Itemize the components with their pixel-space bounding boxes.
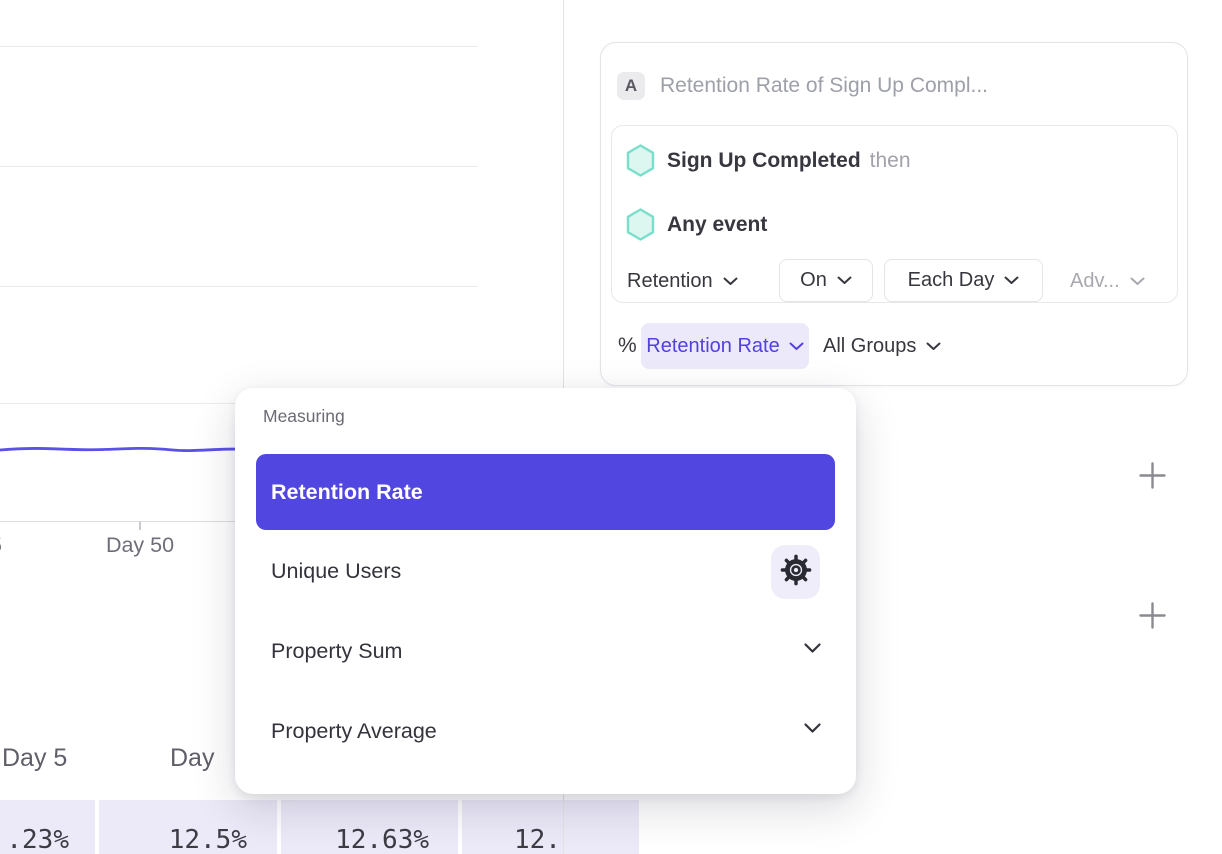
on-dropdown[interactable]: On — [779, 259, 873, 302]
menu-item-property-average[interactable]: Property Average — [271, 718, 437, 743]
event-hexagon-icon — [626, 144, 655, 177]
measuring-menu: Measuring Retention Rate Unique Users Pr… — [235, 388, 856, 794]
add-report-section-button[interactable] — [1139, 462, 1166, 489]
chevron-down-icon — [789, 342, 804, 351]
then-label: then — [869, 148, 911, 172]
menu-item-retention-rate[interactable]: Retention Rate — [256, 454, 835, 530]
return-event-label: Any event — [667, 212, 768, 236]
series-badge: A — [617, 72, 645, 100]
add-report-section-button[interactable] — [1139, 602, 1166, 629]
retention-steps-card: Sign Up Completed then Any event Retenti… — [611, 125, 1178, 303]
return-event-row[interactable]: Any event — [626, 208, 767, 241]
x-axis-label-partial: 5 — [0, 533, 5, 561]
event-hexagon-icon — [626, 208, 655, 241]
table-column-header: Day 5 — [2, 744, 68, 772]
plus-icon — [1139, 462, 1166, 489]
table-cell[interactable]: .23% — [0, 800, 95, 854]
query-builder-panel: A Retention Rate of Sign Up Compl... Sig… — [600, 42, 1188, 386]
chevron-down-icon[interactable] — [804, 723, 821, 734]
first-event-row[interactable]: Sign Up Completed then — [626, 144, 911, 177]
chevron-down-icon — [837, 276, 852, 285]
chevron-down-icon[interactable] — [804, 643, 821, 654]
plus-icon — [1139, 602, 1166, 629]
gear-icon — [780, 554, 812, 591]
table-cell[interactable]: 12. — [462, 800, 639, 854]
measuring-dropdown[interactable]: Retention Rate — [641, 323, 809, 369]
percent-symbol: % — [618, 334, 637, 357]
settings-button[interactable] — [771, 545, 820, 599]
first-event-label: Sign Up Completed — [667, 148, 861, 172]
chevron-down-icon — [723, 277, 738, 286]
frequency-dropdown[interactable]: Each Day — [884, 259, 1043, 302]
table-column-header: Day — [170, 744, 215, 772]
chart-gridline — [0, 286, 478, 287]
advanced-dropdown[interactable]: Adv... — [1070, 259, 1145, 303]
chevron-down-icon — [926, 342, 941, 351]
chart-gridline — [0, 46, 478, 47]
retention-controls-row: Retention On Each Day — [612, 259, 1177, 303]
table-cell[interactable]: 12.63% — [281, 800, 458, 854]
measure-row: % Retention Rate All Groups — [601, 323, 1187, 369]
chart-gridline — [0, 166, 478, 167]
x-axis-label: Day 50 — [105, 533, 175, 557]
x-axis-tick — [139, 522, 141, 530]
chevron-down-icon — [1004, 276, 1019, 285]
menu-item-unique-users[interactable]: Unique Users — [271, 558, 402, 583]
groups-dropdown[interactable]: All Groups — [823, 323, 941, 369]
panel-title: Retention Rate of Sign Up Compl... — [660, 74, 989, 97]
chevron-down-icon — [1130, 277, 1145, 286]
retention-type-dropdown[interactable]: Retention — [627, 259, 738, 303]
menu-item-property-sum[interactable]: Property Sum — [271, 638, 403, 663]
table-cell[interactable]: 12.5% — [99, 800, 277, 854]
menu-header: Measuring — [263, 406, 345, 426]
